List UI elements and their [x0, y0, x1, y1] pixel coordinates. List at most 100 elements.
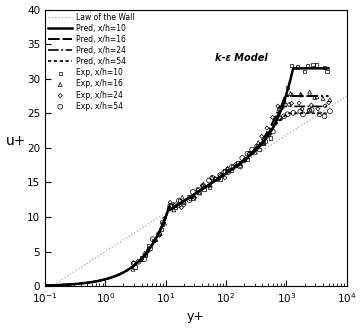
Pred, x/h=16	[283, 94, 287, 98]
Exp, x/h=16	[209, 175, 215, 180]
Exp, x/h=54	[173, 203, 178, 208]
Exp, x/h=10	[159, 221, 165, 227]
Exp, x/h=24	[279, 105, 285, 111]
Exp, x/h=54	[277, 115, 283, 121]
Pred, x/h=16	[93, 280, 97, 284]
Exp, x/h=24	[237, 164, 243, 169]
Exp, x/h=24	[253, 147, 258, 152]
Exp, x/h=54	[206, 178, 212, 183]
Exp, x/h=16	[191, 193, 197, 198]
Exp, x/h=54	[131, 261, 137, 266]
Pred, x/h=10	[43, 284, 47, 288]
Exp, x/h=54	[321, 114, 327, 119]
Exp, x/h=16	[320, 96, 326, 101]
Exp, x/h=10	[241, 157, 247, 162]
Exp, x/h=54	[245, 151, 251, 156]
Exp, x/h=10	[281, 99, 286, 104]
Exp, x/h=24	[326, 100, 332, 105]
Exp, x/h=10	[304, 63, 310, 68]
Exp, x/h=10	[186, 194, 191, 199]
Exp, x/h=54	[190, 189, 196, 194]
Exp, x/h=16	[267, 130, 273, 136]
Exp, x/h=24	[206, 184, 212, 189]
Pred, x/h=24	[278, 104, 282, 108]
Exp, x/h=10	[190, 195, 196, 201]
Exp, x/h=54	[239, 155, 245, 161]
Exp, x/h=54	[176, 198, 182, 203]
Exp, x/h=10	[143, 253, 148, 258]
Exp, x/h=10	[151, 238, 156, 243]
Exp, x/h=24	[156, 233, 162, 238]
Exp, x/h=16	[162, 220, 168, 226]
Exp, x/h=16	[299, 92, 304, 98]
Exp, x/h=10	[285, 85, 291, 90]
Exp, x/h=16	[142, 250, 147, 256]
Exp, x/h=16	[166, 205, 172, 210]
Law of the Wall	[220, 174, 225, 178]
Exp, x/h=54	[136, 259, 142, 264]
Exp, x/h=10	[313, 63, 319, 68]
Exp, x/h=10	[168, 203, 174, 209]
Exp, x/h=24	[195, 188, 201, 193]
Exp, x/h=24	[178, 205, 184, 210]
Exp, x/h=24	[299, 107, 305, 112]
Exp, x/h=10	[228, 168, 234, 173]
Exp, x/h=16	[261, 141, 267, 146]
Law of the Wall	[121, 239, 125, 242]
Exp, x/h=10	[132, 265, 138, 270]
Exp, x/h=54	[226, 169, 231, 175]
Exp, x/h=54	[187, 197, 193, 203]
Exp, x/h=54	[298, 109, 303, 114]
Pred, x/h=24	[256, 143, 261, 147]
Pred, x/h=10	[171, 206, 176, 210]
Exp, x/h=16	[201, 182, 206, 187]
Exp, x/h=54	[229, 164, 235, 169]
Exp, x/h=24	[286, 102, 292, 107]
Exp, x/h=10	[268, 135, 274, 140]
Exp, x/h=10	[138, 255, 144, 260]
Exp, x/h=54	[262, 139, 268, 144]
Exp, x/h=16	[282, 99, 287, 105]
Pred, x/h=54	[287, 111, 291, 115]
Pred, x/h=16	[171, 206, 176, 210]
Exp, x/h=16	[197, 190, 202, 196]
Exp, x/h=24	[218, 173, 223, 178]
Exp, x/h=24	[233, 162, 239, 167]
Exp, x/h=24	[139, 257, 144, 262]
Exp, x/h=10	[310, 62, 316, 67]
Exp, x/h=54	[181, 201, 186, 207]
Exp, x/h=16	[270, 121, 276, 126]
Exp, x/h=54	[201, 184, 206, 189]
Exp, x/h=10	[146, 243, 151, 248]
Exp, x/h=10	[271, 120, 277, 125]
Exp, x/h=10	[256, 147, 262, 152]
Exp, x/h=54	[309, 107, 315, 113]
Pred, x/h=54	[327, 111, 331, 115]
Exp, x/h=24	[181, 200, 187, 205]
X-axis label: y+: y+	[187, 311, 205, 323]
Pred, x/h=54	[116, 273, 120, 277]
Exp, x/h=54	[300, 112, 306, 117]
Pred, x/h=16	[116, 273, 120, 277]
Law of the Wall	[43, 289, 47, 292]
Exp, x/h=10	[201, 187, 207, 192]
Pred, x/h=54	[43, 284, 47, 288]
Exp, x/h=24	[270, 115, 275, 120]
Exp, x/h=54	[221, 170, 227, 175]
Exp, x/h=16	[276, 106, 282, 111]
Exp, x/h=16	[287, 91, 293, 96]
Line: Pred, x/h=16: Pred, x/h=16	[45, 96, 329, 286]
Pred, x/h=24	[327, 104, 331, 108]
Pred, x/h=16	[256, 144, 261, 148]
Exp, x/h=24	[167, 200, 173, 205]
Exp, x/h=10	[176, 198, 182, 203]
Exp, x/h=54	[249, 147, 255, 152]
Pred, x/h=24	[116, 273, 120, 277]
Pred, x/h=54	[256, 144, 261, 148]
Law of the Wall	[96, 254, 101, 258]
Pred, x/h=10	[256, 146, 261, 150]
Exp, x/h=24	[296, 100, 302, 106]
Exp, x/h=16	[233, 163, 239, 168]
Exp, x/h=24	[322, 103, 328, 109]
Exp, x/h=54	[141, 257, 147, 262]
